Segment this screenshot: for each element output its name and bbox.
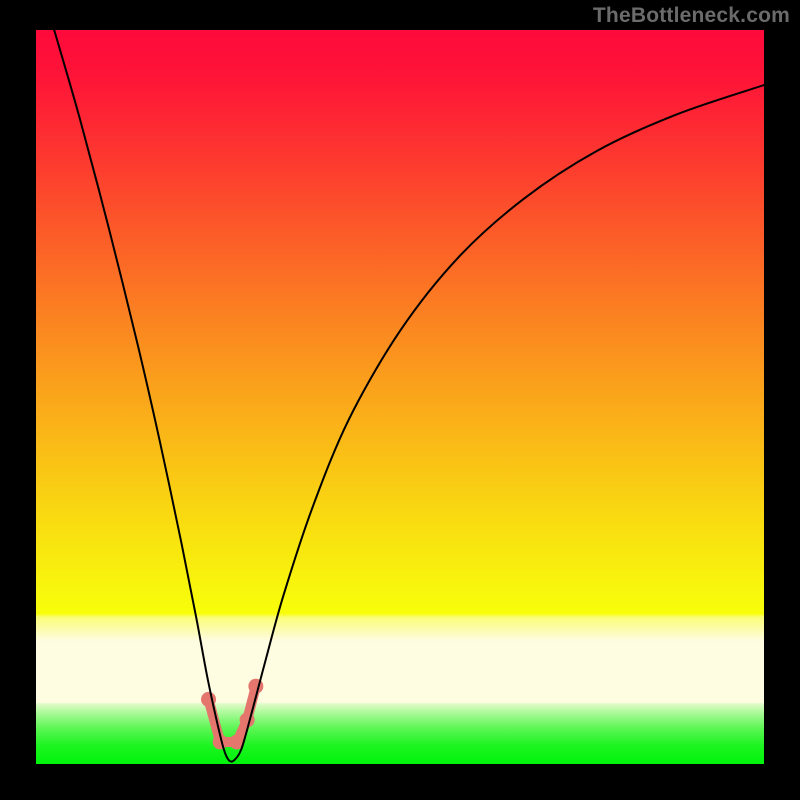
chart-container: TheBottleneck.com bbox=[0, 0, 800, 800]
plot-background bbox=[36, 30, 764, 764]
watermark-text: TheBottleneck.com bbox=[593, 4, 790, 28]
bottleneck-chart bbox=[36, 30, 764, 764]
